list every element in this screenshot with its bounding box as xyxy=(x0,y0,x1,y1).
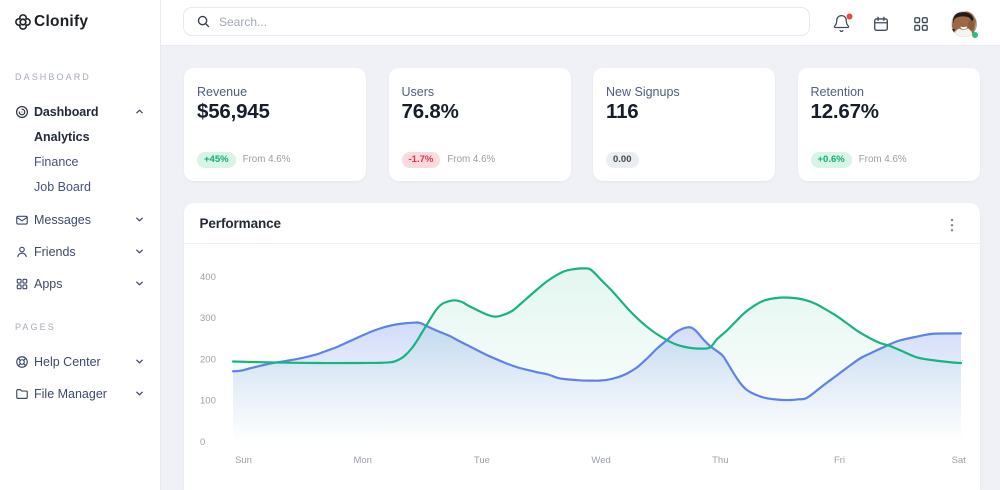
svg-text:Tue: Tue xyxy=(474,455,490,466)
svg-text:0: 0 xyxy=(200,437,205,448)
svg-text:400: 400 xyxy=(200,272,216,283)
svg-text:200: 200 xyxy=(200,354,216,365)
svg-text:Fri: Fri xyxy=(834,455,845,466)
svg-text:Wed: Wed xyxy=(591,455,610,466)
svg-text:100: 100 xyxy=(200,396,216,407)
svg-text:Sat: Sat xyxy=(952,455,967,466)
svg-text:Mon: Mon xyxy=(353,455,371,466)
svg-text:Sun: Sun xyxy=(235,455,252,466)
svg-text:Thu: Thu xyxy=(712,455,728,466)
svg-text:300: 300 xyxy=(200,313,216,324)
